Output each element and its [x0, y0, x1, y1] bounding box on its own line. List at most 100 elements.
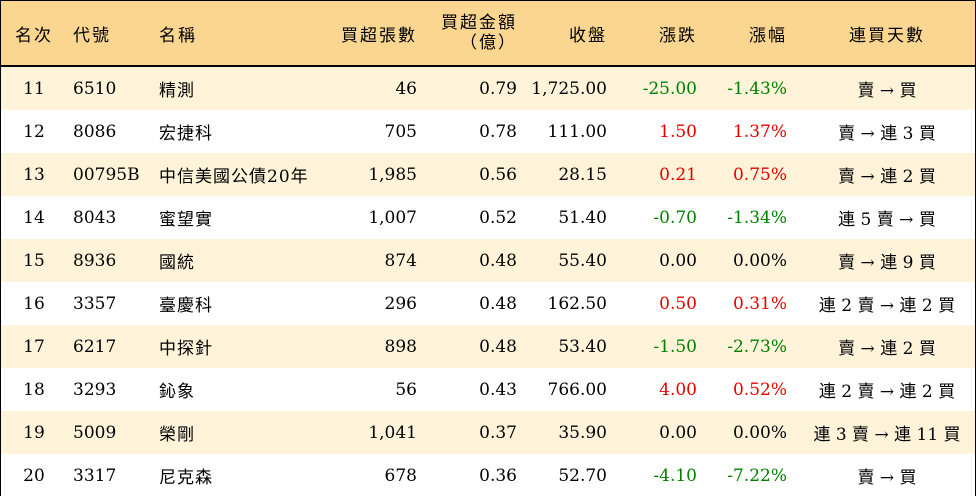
header-volume: 買超張數: [341, 25, 417, 46]
cell-close: 55.40: [558, 250, 607, 271]
cell-name: 精測: [159, 81, 195, 101]
cell-close: 35.90: [558, 422, 607, 443]
cell-rank: 18: [23, 379, 45, 400]
cell-change-pct: -1.43%: [727, 78, 787, 99]
cell-change: 0.50: [659, 293, 697, 314]
cell-name: 中信美國公債20年: [159, 167, 309, 187]
table-row: 18 3293 鈊象 56 0.43 766.00 4.00 0.52% 連 2 賣 → 連 2…: [1, 368, 975, 411]
cell-rank: 17: [23, 336, 45, 357]
table-row: 12 8086 宏捷科 705 0.78 111.00 1.50 1.37% 賣 → 連 3 買: [1, 110, 975, 153]
cell-streak: 賣 → 買: [857, 81, 917, 101]
cell-volume: 1,985: [368, 164, 417, 185]
cell-name: 尼克森: [159, 468, 213, 488]
table-row: 11 6510 精測 46 0.79 1,725.00 -25.00 -1.43% 賣 → 買: [1, 67, 975, 110]
cell-change-pct: -1.34%: [727, 207, 787, 228]
cell-streak: 賣 → 連 2 買: [838, 339, 936, 359]
cell-rank: 15: [23, 250, 45, 271]
cell-volume: 56: [395, 379, 417, 400]
cell-amount: 0.37: [479, 422, 517, 443]
cell-close: 51.40: [558, 207, 607, 228]
cell-streak: 賣 → 連 3 買: [838, 124, 936, 144]
cell-rank: 16: [23, 293, 45, 314]
cell-rank: 12: [23, 121, 45, 142]
cell-code: 6217: [73, 336, 117, 357]
cell-name: 鈊象: [159, 382, 195, 402]
table-row: 20 3317 尼克森 678 0.36 52.70 -4.10 -7.22% 賣 → 買: [1, 454, 975, 497]
header-change-pct: 漲幅: [749, 25, 787, 46]
cell-change: -1.50: [653, 336, 697, 357]
cell-rank: 13: [23, 164, 45, 185]
header-amount: 買超金額 （億）: [441, 1, 517, 65]
table-row: 15 8936 國統 874 0.48 55.40 0.00 0.00% 賣 → 連 9 買: [1, 239, 975, 282]
header-name: 名稱: [159, 25, 197, 46]
cell-change: -0.70: [653, 207, 697, 228]
cell-change-pct: -7.22%: [727, 465, 787, 486]
cell-code: 6510: [73, 78, 117, 99]
cell-code: 5009: [73, 422, 117, 443]
cell-change: 0.00: [659, 422, 697, 443]
header-change: 漲跌: [659, 25, 697, 46]
cell-name: 中探針: [159, 339, 213, 359]
cell-streak: 賣 → 連 9 買: [838, 253, 936, 273]
cell-change-pct: 0.00%: [732, 250, 787, 271]
cell-streak: 賣 → 買: [857, 468, 917, 488]
cell-volume: 874: [384, 250, 417, 271]
table-row: 17 6217 中探針 898 0.48 53.40 -1.50 -2.73% 賣 → 連 2 …: [1, 325, 975, 368]
cell-close: 53.40: [558, 336, 607, 357]
cell-amount: 0.56: [479, 164, 517, 185]
cell-code: 8043: [73, 207, 117, 228]
cell-change-pct: 0.75%: [732, 164, 787, 185]
cell-change-pct: -2.73%: [727, 336, 787, 357]
cell-code: 8086: [73, 121, 117, 142]
cell-code: 00795B: [73, 164, 140, 185]
cell-volume: 705: [384, 121, 417, 142]
cell-code: 3293: [73, 379, 117, 400]
header-rank: 名次: [15, 25, 53, 46]
cell-change-pct: 0.31%: [732, 293, 787, 314]
cell-close: 111.00: [547, 121, 607, 142]
cell-amount: 0.36: [479, 465, 517, 486]
table-row: 16 3357 臺慶科 296 0.48 162.50 0.50 0.31% 連 2 賣 → 連…: [1, 282, 975, 325]
cell-name: 國統: [159, 253, 195, 273]
cell-rank: 11: [23, 78, 45, 99]
table-header: 名次 代號 名稱 買超張數 買超金額 （億） 收盤 漲跌 漲幅 連買天數: [1, 1, 975, 67]
cell-name: 榮剛: [159, 425, 195, 445]
cell-volume: 898: [384, 336, 417, 357]
cell-close: 1,725.00: [531, 78, 607, 99]
cell-streak: 連 2 賣 → 連 2 買: [818, 382, 956, 402]
cell-amount: 0.43: [479, 379, 517, 400]
header-amount-line2: （億）: [460, 33, 517, 53]
cell-amount: 0.79: [479, 78, 517, 99]
cell-name: 蜜望實: [159, 210, 213, 230]
cell-volume: 1,007: [368, 207, 417, 228]
cell-volume: 296: [384, 293, 417, 314]
cell-change-pct: 1.37%: [732, 121, 787, 142]
cell-rank: 14: [23, 207, 45, 228]
cell-code: 3317: [73, 465, 117, 486]
cell-change: 0.00: [659, 250, 697, 271]
header-amount-line1: 買超金額: [441, 13, 517, 33]
cell-name: 宏捷科: [159, 124, 213, 144]
cell-amount: 0.52: [479, 207, 517, 228]
cell-streak: 連 3 賣 → 連 11 買: [813, 425, 961, 445]
cell-streak: 賣 → 連 2 買: [838, 167, 936, 187]
cell-amount: 0.48: [479, 336, 517, 357]
cell-name: 臺慶科: [159, 296, 213, 316]
cell-streak: 連 5 賣 → 買: [838, 210, 936, 230]
cell-change: 4.00: [659, 379, 697, 400]
cell-change-pct: 0.52%: [732, 379, 787, 400]
cell-change: 1.50: [659, 121, 697, 142]
table-row: 13 00795B 中信美國公債20年 1,985 0.56 28.15 0.21 0.75%…: [1, 153, 975, 196]
cell-close: 52.70: [558, 465, 607, 486]
cell-change: -4.10: [653, 465, 697, 486]
cell-amount: 0.78: [479, 121, 517, 142]
cell-change: 0.21: [659, 164, 697, 185]
cell-change-pct: 0.00%: [732, 422, 787, 443]
table-row: 19 5009 榮剛 1,041 0.37 35.90 0.00 0.00% 連 3 賣 → 連…: [1, 411, 975, 454]
cell-rank: 20: [23, 465, 45, 486]
cell-amount: 0.48: [479, 250, 517, 271]
cell-amount: 0.48: [479, 293, 517, 314]
cell-volume: 678: [384, 465, 417, 486]
cell-close: 162.50: [547, 293, 607, 314]
